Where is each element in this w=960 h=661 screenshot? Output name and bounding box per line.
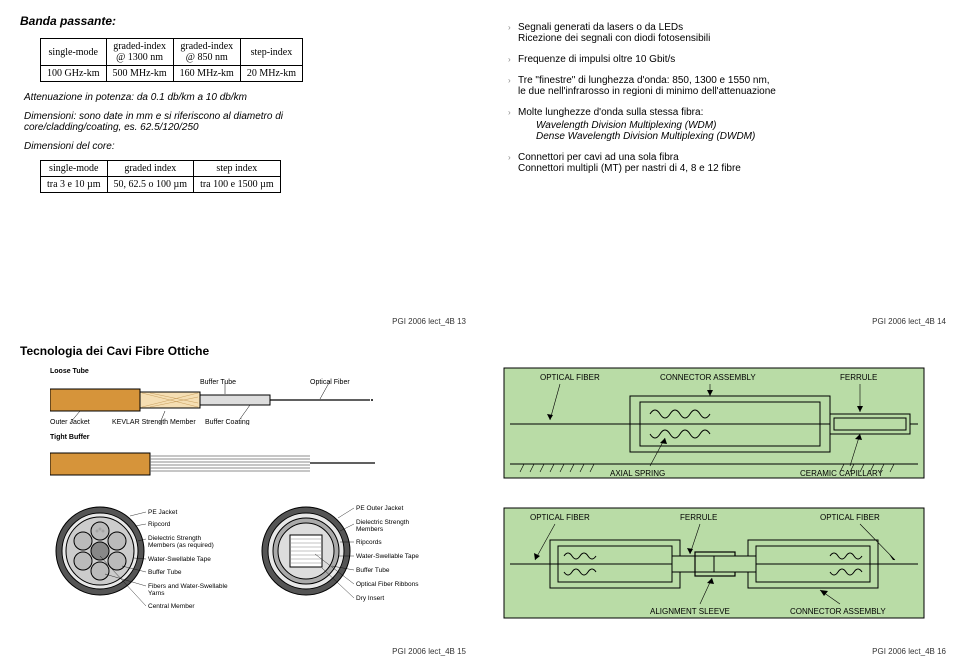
attenuation-note: Attenuazione in potenza: da 0.1 db/km a … <box>24 92 460 103</box>
b3a: Tre "finestre" di lunghezza d'onda: 850,… <box>518 75 770 86</box>
lbl-fwy: Fibers and Water-SwellableYarns <box>148 583 228 597</box>
lbl-of-r: OPTICAL FIBER <box>820 513 880 522</box>
slide16-footer: PGI 2006 lect_4B 16 <box>872 647 946 656</box>
ct-h3: step index <box>194 161 281 177</box>
lbl-cc: CERAMIC CAPILLARY <box>800 469 884 478</box>
lbl-of1: OPTICAL FIBER <box>540 373 600 382</box>
connector-single-svg: OPTICAL FIBER CONNECTOR ASSEMBLY FERRULE… <box>500 364 930 484</box>
b4: Molte lunghezze d'onda sulla stessa fibr… <box>508 107 940 142</box>
ct-h2: graded index <box>107 161 194 177</box>
lbl-rip: Ripcord <box>148 521 171 528</box>
lbl-axs: AXIAL SPRING <box>610 469 665 478</box>
loose-label: Loose Tube <box>50 368 460 375</box>
lbl-diel: Dielectric StrengthMembers (as required) <box>148 535 214 549</box>
slide13-title: Banda passante: <box>20 14 460 28</box>
tight-buffer-diagram: Tight Buffer <box>50 434 460 490</box>
lbl-kevlar: KEVLAR Strength Member <box>112 419 196 425</box>
b1b: Ricezione dei segnali con diodi fotosens… <box>518 33 710 44</box>
cross1-svg: PE Jacket Ripcord Dielectric StrengthMem… <box>50 496 230 626</box>
b1: Segnali generati da lasers o da LEDs Ric… <box>508 22 940 44</box>
lbl-dry: Dry Insert <box>356 595 384 602</box>
bandwidth-table: single-mode graded-index@ 1300 nm graded… <box>40 38 303 82</box>
lbl-buft: Buffer Tube <box>148 569 182 576</box>
dim-core-text: Dimensioni del core: <box>24 141 115 152</box>
lbl-casm: CONNECTOR ASSEMBLY <box>790 607 886 616</box>
dim-intro2: core/cladding/coating, es. 62.5/120/250 <box>24 122 199 133</box>
ct-h1: single-mode <box>41 161 108 177</box>
lbl-rips: Ripcords <box>356 539 382 546</box>
b4b: Wavelength Division Multiplexing (WDM) <box>536 120 716 131</box>
dim-intro: Dimensioni: sono date in mm e si riferis… <box>24 111 283 122</box>
connector-pair-svg: OPTICAL FIBER FERRULE OPTICAL FIBER ALIG… <box>500 504 930 624</box>
lbl-fer: FERRULE <box>840 373 877 382</box>
loose-tube-svg: Outer Jacket KEVLAR Strength Member Buff… <box>50 377 380 425</box>
bw-v2: 500 MHz-km <box>106 66 173 82</box>
slide14-bullets: Segnali generati da lasers o da LEDs Ric… <box>508 22 940 174</box>
slide13-footer: PGI 2006 lect_4B 13 <box>392 317 466 326</box>
slide14-footer: PGI 2006 lect_4B 14 <box>872 317 946 326</box>
b5: Connettori per cavi ad una sola fibra Co… <box>508 152 940 174</box>
b3: Tre "finestre" di lunghezza d'onda: 850,… <box>508 75 940 97</box>
lbl-cm: Central Member <box>148 603 195 610</box>
cross2-svg: PE Outer Jacket Dielectric StrengthMembe… <box>260 496 440 626</box>
lbl-wst: Water-Swellable Tape <box>148 556 211 563</box>
ct-v1: tra 3 e 10 µm <box>41 177 108 193</box>
slide15-title: Tecnologia dei Cavi Fibre Ottiche <box>20 344 460 358</box>
lbl-of-l: OPTICAL FIBER <box>530 513 590 522</box>
slide-15: Tecnologia dei Cavi Fibre Ottiche Loose … <box>0 330 480 660</box>
lbl-als: ALIGNMENT SLEEVE <box>650 607 730 616</box>
cable-diagrams: Loose Tube Outer Ja <box>20 368 460 626</box>
slide-13: Banda passante: single-mode graded-index… <box>0 0 480 330</box>
lbl-ca: CONNECTOR ASSEMBLY <box>660 373 756 382</box>
bw-h4: step-index <box>240 39 302 66</box>
b4a: Molte lunghezze d'onda sulla stessa fibr… <box>518 107 703 118</box>
b1a: Segnali generati da lasers o da LEDs <box>518 22 683 33</box>
lbl-dsm: Dielectric StrengthMembers <box>356 519 409 533</box>
dim-core-note: Dimensioni del core: <box>24 141 460 152</box>
slide15-footer: PGI 2006 lect_4B 15 <box>392 647 466 656</box>
b4sub: Wavelength Division Multiplexing (WDM) D… <box>518 120 940 142</box>
b5a: Connettori per cavi ad una sola fibra <box>518 152 679 163</box>
slide-14: Segnali generati da lasers o da LEDs Ric… <box>480 0 960 330</box>
bw-h2: graded-index@ 1300 nm <box>106 39 173 66</box>
lbl-peo: PE Outer Jacket <box>356 505 404 512</box>
bw-h3: graded-index@ 850 nm <box>173 39 240 66</box>
lbl-buft2: Buffer Tube <box>356 567 390 574</box>
bw-v3: 160 MHz-km <box>173 66 240 82</box>
b3b: le due nell'infrarosso in regioni di min… <box>518 86 776 97</box>
lbl-fer2: FERRULE <box>680 513 717 522</box>
bw-h1: single-mode <box>41 39 107 66</box>
core-table: single-mode graded index step index tra … <box>40 160 281 193</box>
lbl-btube: Buffer Tube <box>200 379 236 386</box>
ct-v3: tra 100 e 1500 µm <box>194 177 281 193</box>
slide-16: OPTICAL FIBER CONNECTOR ASSEMBLY FERRULE… <box>480 330 960 660</box>
lbl-outer: Outer Jacket <box>50 419 90 425</box>
b2: Frequenze di impulsi oltre 10 Gbit/s <box>508 54 940 65</box>
lbl-wst2: Water-Swellable Tape <box>356 553 419 560</box>
cross-sections: PE Jacket Ripcord Dielectric StrengthMem… <box>50 496 460 626</box>
dim-note: Dimensioni: sono date in mm e si riferis… <box>24 111 460 133</box>
b4c: Dense Wavelength Division Multiplexing (… <box>536 131 755 142</box>
connector-diagrams: OPTICAL FIBER CONNECTOR ASSEMBLY FERRULE… <box>500 344 940 624</box>
bw-v1: 100 GHz-km <box>41 66 107 82</box>
lbl-ofr: Optical Fiber Ribbons <box>356 581 419 588</box>
b5b: Connettori multipli (MT) per nastri di 4… <box>518 163 741 174</box>
tight-label: Tight Buffer <box>50 434 460 441</box>
tight-buffer-svg <box>50 443 380 487</box>
lbl-ofiber: Optical Fiber <box>310 379 350 386</box>
ct-v2: 50, 62.5 o 100 µm <box>107 177 194 193</box>
lbl-bcoat: Buffer Coating <box>205 419 250 425</box>
lbl-pe: PE Jacket <box>148 509 177 516</box>
loose-tube-diagram: Loose Tube Outer Ja <box>50 368 460 428</box>
bw-v4: 20 MHz-km <box>240 66 302 82</box>
